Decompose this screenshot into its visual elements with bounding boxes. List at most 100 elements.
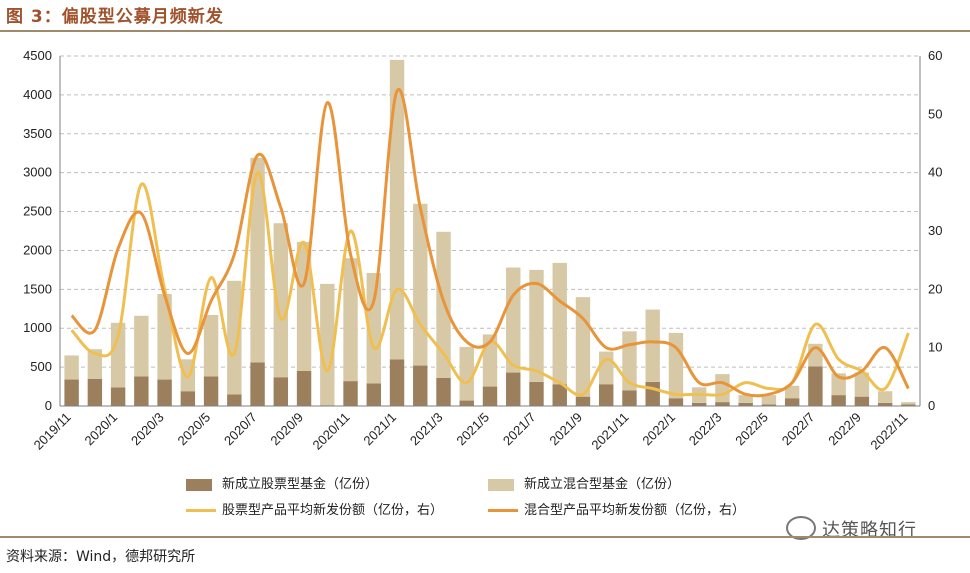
bar-stock-fund	[296, 371, 312, 406]
bar-stock-fund	[529, 381, 544, 406]
bar-mixed-fund	[320, 283, 335, 406]
y-left-tick-label: 0	[45, 398, 52, 413]
bar-stock-fund	[273, 377, 289, 406]
bar-stock-fund	[831, 395, 846, 406]
legend-label: 新成立股票型基金（亿份）	[222, 477, 379, 492]
bar-stock-fund	[738, 402, 753, 406]
legend-label: 混合型产品平均新发份额（亿份，右）	[524, 503, 746, 518]
bar-stock-fund	[436, 378, 451, 406]
y-right-tick-label: 60	[928, 48, 942, 63]
y-left-tick-label: 3000	[23, 165, 52, 180]
legend-swatch	[186, 479, 212, 491]
x-tick-label: 2021/1	[360, 410, 399, 449]
y-left-tick-label: 2500	[23, 204, 52, 219]
watermark: 达策略知行	[786, 516, 917, 542]
bar-stock-fund	[366, 383, 381, 406]
bar-stock-fund	[180, 391, 196, 406]
bar-mixed-fund	[901, 402, 916, 405]
x-tick-label: 2022/3	[686, 410, 725, 449]
bar-stock-fund	[227, 394, 242, 406]
bar-mixed-fund	[110, 322, 126, 388]
bar-mixed-fund	[738, 395, 753, 403]
bar-mixed-fund	[599, 351, 614, 385]
x-tick-label: 2022/5	[732, 410, 771, 449]
legend-line	[186, 509, 216, 512]
bar-stock-fund	[343, 381, 358, 406]
x-tick-label: 2021/11	[588, 410, 631, 453]
x-tick-label: 2019/11	[31, 410, 74, 453]
x-tick-label: 2020/9	[267, 410, 306, 449]
bar-stock-fund	[482, 386, 498, 406]
x-tick-label: 2021/9	[546, 410, 585, 449]
bar-stock-fund	[134, 376, 149, 406]
y-left-tick-label: 500	[30, 359, 52, 374]
bar-mixed-fund	[529, 269, 544, 382]
bar-mixed-fund	[668, 332, 684, 399]
x-tick-label: 2020/11	[310, 410, 353, 453]
bar-stock-fund	[645, 381, 660, 406]
bar-stock-fund	[668, 398, 684, 406]
bar-mixed-fund	[227, 280, 242, 395]
chart: 0 500 1000 1500 2000 2500 3000 3500 4000 4500 0 10 2…	[23, 48, 942, 453]
title-divider	[0, 30, 970, 32]
bar-stock-fund	[552, 384, 567, 406]
bar-mixed-fund	[87, 349, 103, 379]
x-tick-label: 2022/11	[867, 410, 910, 453]
bar-stock-fund	[389, 359, 405, 406]
bar-mixed-fund	[645, 309, 660, 382]
watermark-text: 达策略知行	[822, 520, 917, 541]
bar-stock-fund	[506, 372, 521, 406]
y-right-tick-label: 30	[928, 223, 942, 238]
bar-stock-fund	[157, 379, 172, 406]
bars	[64, 59, 916, 406]
bar-mixed-fund	[343, 258, 358, 382]
y-left-tick-label: 4500	[23, 48, 52, 63]
gridlines	[60, 55, 920, 368]
bar-stock-fund	[87, 378, 103, 406]
bar-mixed-fund	[552, 262, 567, 385]
bar-mixed-fund	[459, 346, 474, 401]
x-tick-label: 2022/1	[639, 410, 678, 449]
line-stock-avg	[70, 171, 910, 397]
bar-stock-fund	[250, 362, 265, 406]
y-right-tick-label: 20	[928, 281, 942, 296]
bar-stock-fund	[459, 400, 474, 406]
legend-label: 新成立混合型基金（亿份）	[524, 477, 681, 492]
wechat-icon	[786, 516, 816, 540]
source-note: 资料来源：Wind，德邦研究所	[6, 549, 196, 565]
bar-mixed-fund	[366, 273, 381, 384]
bar-stock-fund	[691, 402, 707, 406]
bottom-divider	[0, 536, 970, 538]
bar-mixed-fund	[134, 315, 149, 377]
bar-mixed-fund	[506, 267, 521, 373]
bar-mixed-fund	[784, 385, 800, 399]
y-left-tick-label: 4000	[23, 87, 52, 102]
bar-stock-fund	[901, 404, 916, 406]
line-mixed-avg	[70, 87, 910, 398]
bar-stock-fund	[575, 396, 591, 406]
lines	[70, 87, 910, 398]
bar-stock-fund	[715, 402, 730, 406]
bar-mixed-fund	[273, 223, 289, 378]
x-tick-label: 2021/3	[407, 410, 446, 449]
figure-title: 图 3：偏股型公募月频新发	[6, 7, 224, 27]
bar-mixed-fund	[575, 297, 591, 397]
bar-stock-fund	[808, 366, 823, 406]
bar-stock-fund	[203, 376, 219, 406]
bar-stock-fund	[599, 384, 614, 406]
x-tick-label: 2021/7	[500, 410, 539, 449]
bar-stock-fund	[64, 379, 79, 406]
bar-mixed-fund	[157, 294, 172, 380]
bar-stock-fund	[761, 404, 777, 406]
x-tick-label: 2020/7	[221, 410, 260, 449]
bar-mixed-fund	[64, 355, 79, 380]
y-right-tick-label: 10	[928, 340, 942, 355]
bar-stock-fund	[854, 396, 870, 406]
legend-swatch	[488, 479, 514, 491]
y-left-tick-label: 2000	[23, 242, 52, 257]
x-tick-label: 2020/5	[174, 410, 213, 449]
bar-mixed-fund	[203, 315, 219, 377]
x-tick-label: 2020/3	[128, 410, 167, 449]
y-left-tick-label: 1000	[23, 320, 52, 335]
bar-stock-fund	[877, 402, 893, 406]
